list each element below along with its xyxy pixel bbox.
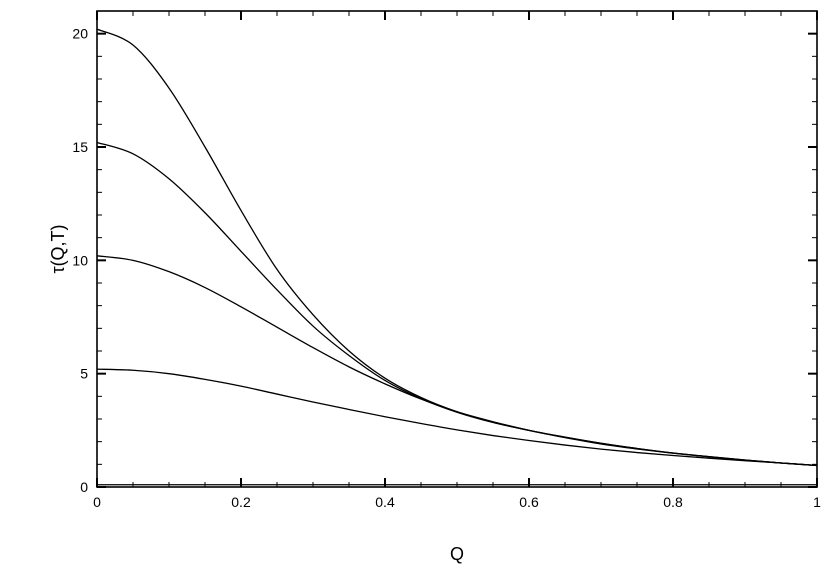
y-axis-ticks: 0 5 10 15 20 bbox=[72, 10, 817, 495]
x-tick-label: 0.2 bbox=[231, 494, 251, 510]
x-tick-label: 1 bbox=[813, 494, 821, 510]
y-axis-title: τ(Q,T) bbox=[48, 224, 68, 273]
series-line-3 bbox=[96, 141, 818, 467]
series-line-1 bbox=[96, 368, 818, 467]
x-axis-title: Q bbox=[450, 544, 464, 564]
y-tick-label: 20 bbox=[72, 26, 88, 42]
x-tick-label: 0.8 bbox=[663, 494, 683, 510]
y-tick-label: 10 bbox=[72, 252, 88, 268]
plot-frame bbox=[96, 10, 818, 488]
x-tick-label: 0.4 bbox=[375, 494, 395, 510]
y-tick-label: 5 bbox=[80, 366, 88, 382]
x-tick-label: 0 bbox=[93, 494, 101, 510]
x-axis-ticks: 0 0.2 0.4 0.6 0.8 1 bbox=[93, 11, 821, 510]
series-lines bbox=[96, 28, 818, 486]
y-tick-label: 15 bbox=[72, 139, 88, 155]
y-tick-label: 0 bbox=[80, 479, 88, 495]
series-line-2 bbox=[96, 255, 818, 467]
series-line-4 bbox=[96, 28, 818, 467]
x-tick-label: 0.6 bbox=[519, 494, 539, 510]
